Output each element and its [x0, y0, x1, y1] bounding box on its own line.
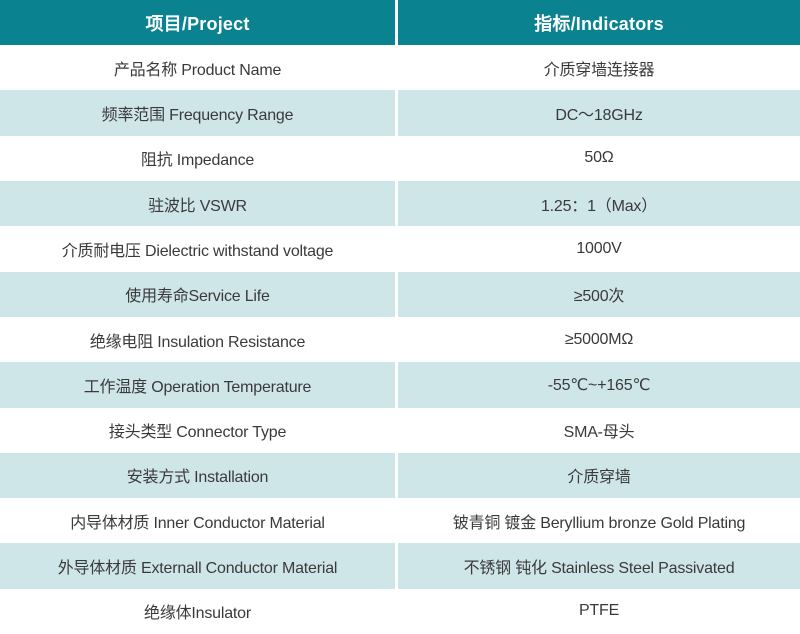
project-cell: 频率范围 Frequency Range — [0, 90, 395, 136]
table-row: 绝缘体Insulator PTFE — [0, 588, 800, 634]
project-cell: 绝缘体Insulator — [0, 588, 395, 634]
indicator-cell: 50Ω — [398, 135, 800, 181]
project-cell: 安装方式 Installation — [0, 452, 395, 499]
table-row: 产品名称 Product Name 介质穿墙连接器 — [0, 45, 800, 91]
indicator-cell: PTFE — [398, 588, 800, 634]
table-row: 驻波比 VSWR 1.25：1（Max） — [0, 180, 800, 227]
indicator-cell: 介质穿墙连接器 — [398, 45, 800, 91]
project-cell: 工作温度 Operation Temperature — [0, 362, 395, 408]
project-cell: 内导体材质 Inner Conductor Material — [0, 498, 395, 544]
indicator-cell: -55℃~+165℃ — [398, 362, 800, 408]
project-cell: 接头类型 Connector Type — [0, 407, 395, 453]
indicator-cell: 介质穿墙 — [398, 452, 800, 499]
table-row: 接头类型 Connector Type SMA-母头 — [0, 407, 800, 453]
indicator-cell: 1.25：1（Max） — [398, 180, 800, 227]
project-cell: 介质耐电压 Dielectric withstand voltage — [0, 226, 395, 272]
indicator-cell: SMA-母头 — [398, 407, 800, 453]
indicator-cell: 1000V — [398, 226, 800, 272]
table-row: 阻抗 Impedance 50Ω — [0, 135, 800, 181]
table-row: 安装方式 Installation 介质穿墙 — [0, 452, 800, 499]
table-row: 内导体材质 Inner Conductor Material 铍青铜 镀金 Ber… — [0, 498, 800, 544]
project-cell: 阻抗 Impedance — [0, 135, 395, 181]
indicator-cell: DC～18GHz — [398, 90, 800, 136]
header-cell-project: 项目/Project — [0, 0, 395, 45]
indicator-cell: ≥500次 — [398, 271, 800, 317]
indicator-cell: 不锈钢 钝化 Stainless Steel Passivated — [398, 543, 800, 589]
project-cell: 绝缘电阻 Insulation Resistance — [0, 316, 395, 363]
table-row: 使用寿命Service Life ≥500次 — [0, 271, 800, 317]
project-cell: 使用寿命Service Life — [0, 271, 395, 317]
header-cell-indicators: 指标/Indicators — [398, 0, 800, 45]
project-cell: 外导体材质 Externall Conductor Material — [0, 543, 395, 589]
project-cell: 驻波比 VSWR — [0, 180, 395, 227]
table-header-row: 项目/Project 指标/Indicators — [0, 0, 800, 45]
table-row: 工作温度 Operation Temperature -55℃~+165℃ — [0, 362, 800, 408]
table-row: 频率范围 Frequency Range DC～18GHz — [0, 90, 800, 136]
table-row: 外导体材质 Externall Conductor Material 不锈钢 钝化… — [0, 543, 800, 589]
project-cell: 产品名称 Product Name — [0, 45, 395, 91]
table-row: 绝缘电阻 Insulation Resistance ≥5000MΩ — [0, 316, 800, 363]
table-row: 介质耐电压 Dielectric withstand voltage 1000V — [0, 226, 800, 272]
indicator-cell: 铍青铜 镀金 Beryllium bronze Gold Plating — [398, 498, 800, 544]
indicator-cell: ≥5000MΩ — [398, 316, 800, 363]
